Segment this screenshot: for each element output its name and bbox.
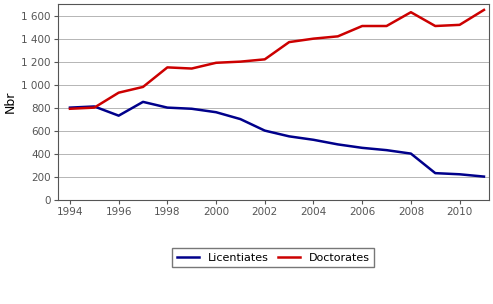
Doctorates	[384, 24, 389, 28]
Licentiates	[359, 146, 365, 150]
Doctorates	[140, 85, 146, 89]
Licentiates	[140, 100, 146, 104]
Line: Licentiates: Licentiates	[70, 102, 484, 177]
Doctorates	[286, 40, 292, 44]
Licentiates	[116, 114, 122, 117]
Licentiates	[432, 171, 438, 175]
Doctorates	[213, 61, 219, 65]
Licentiates	[262, 129, 268, 133]
Doctorates	[262, 57, 268, 61]
Y-axis label: Nbr: Nbr	[4, 91, 17, 113]
Doctorates	[408, 10, 414, 14]
Doctorates	[432, 24, 438, 28]
Doctorates	[481, 8, 487, 12]
Licentiates	[311, 138, 317, 142]
Doctorates	[164, 66, 170, 69]
Licentiates	[164, 106, 170, 109]
Licentiates	[91, 105, 97, 108]
Line: Doctorates: Doctorates	[70, 10, 484, 109]
Doctorates	[189, 67, 195, 70]
Licentiates	[67, 106, 73, 109]
Doctorates	[91, 106, 97, 109]
Licentiates	[408, 152, 414, 155]
Licentiates	[481, 175, 487, 178]
Licentiates	[335, 143, 341, 146]
Doctorates	[67, 107, 73, 111]
Licentiates	[189, 107, 195, 111]
Licentiates	[384, 148, 389, 152]
Licentiates	[457, 172, 462, 176]
Licentiates	[238, 117, 244, 121]
Licentiates	[286, 135, 292, 138]
Doctorates	[359, 24, 365, 28]
Doctorates	[311, 37, 317, 40]
Licentiates	[213, 110, 219, 114]
Doctorates	[238, 60, 244, 64]
Doctorates	[116, 91, 122, 95]
Doctorates	[457, 23, 462, 27]
Doctorates	[335, 35, 341, 38]
Legend: Licentiates, Doctorates: Licentiates, Doctorates	[173, 248, 374, 267]
